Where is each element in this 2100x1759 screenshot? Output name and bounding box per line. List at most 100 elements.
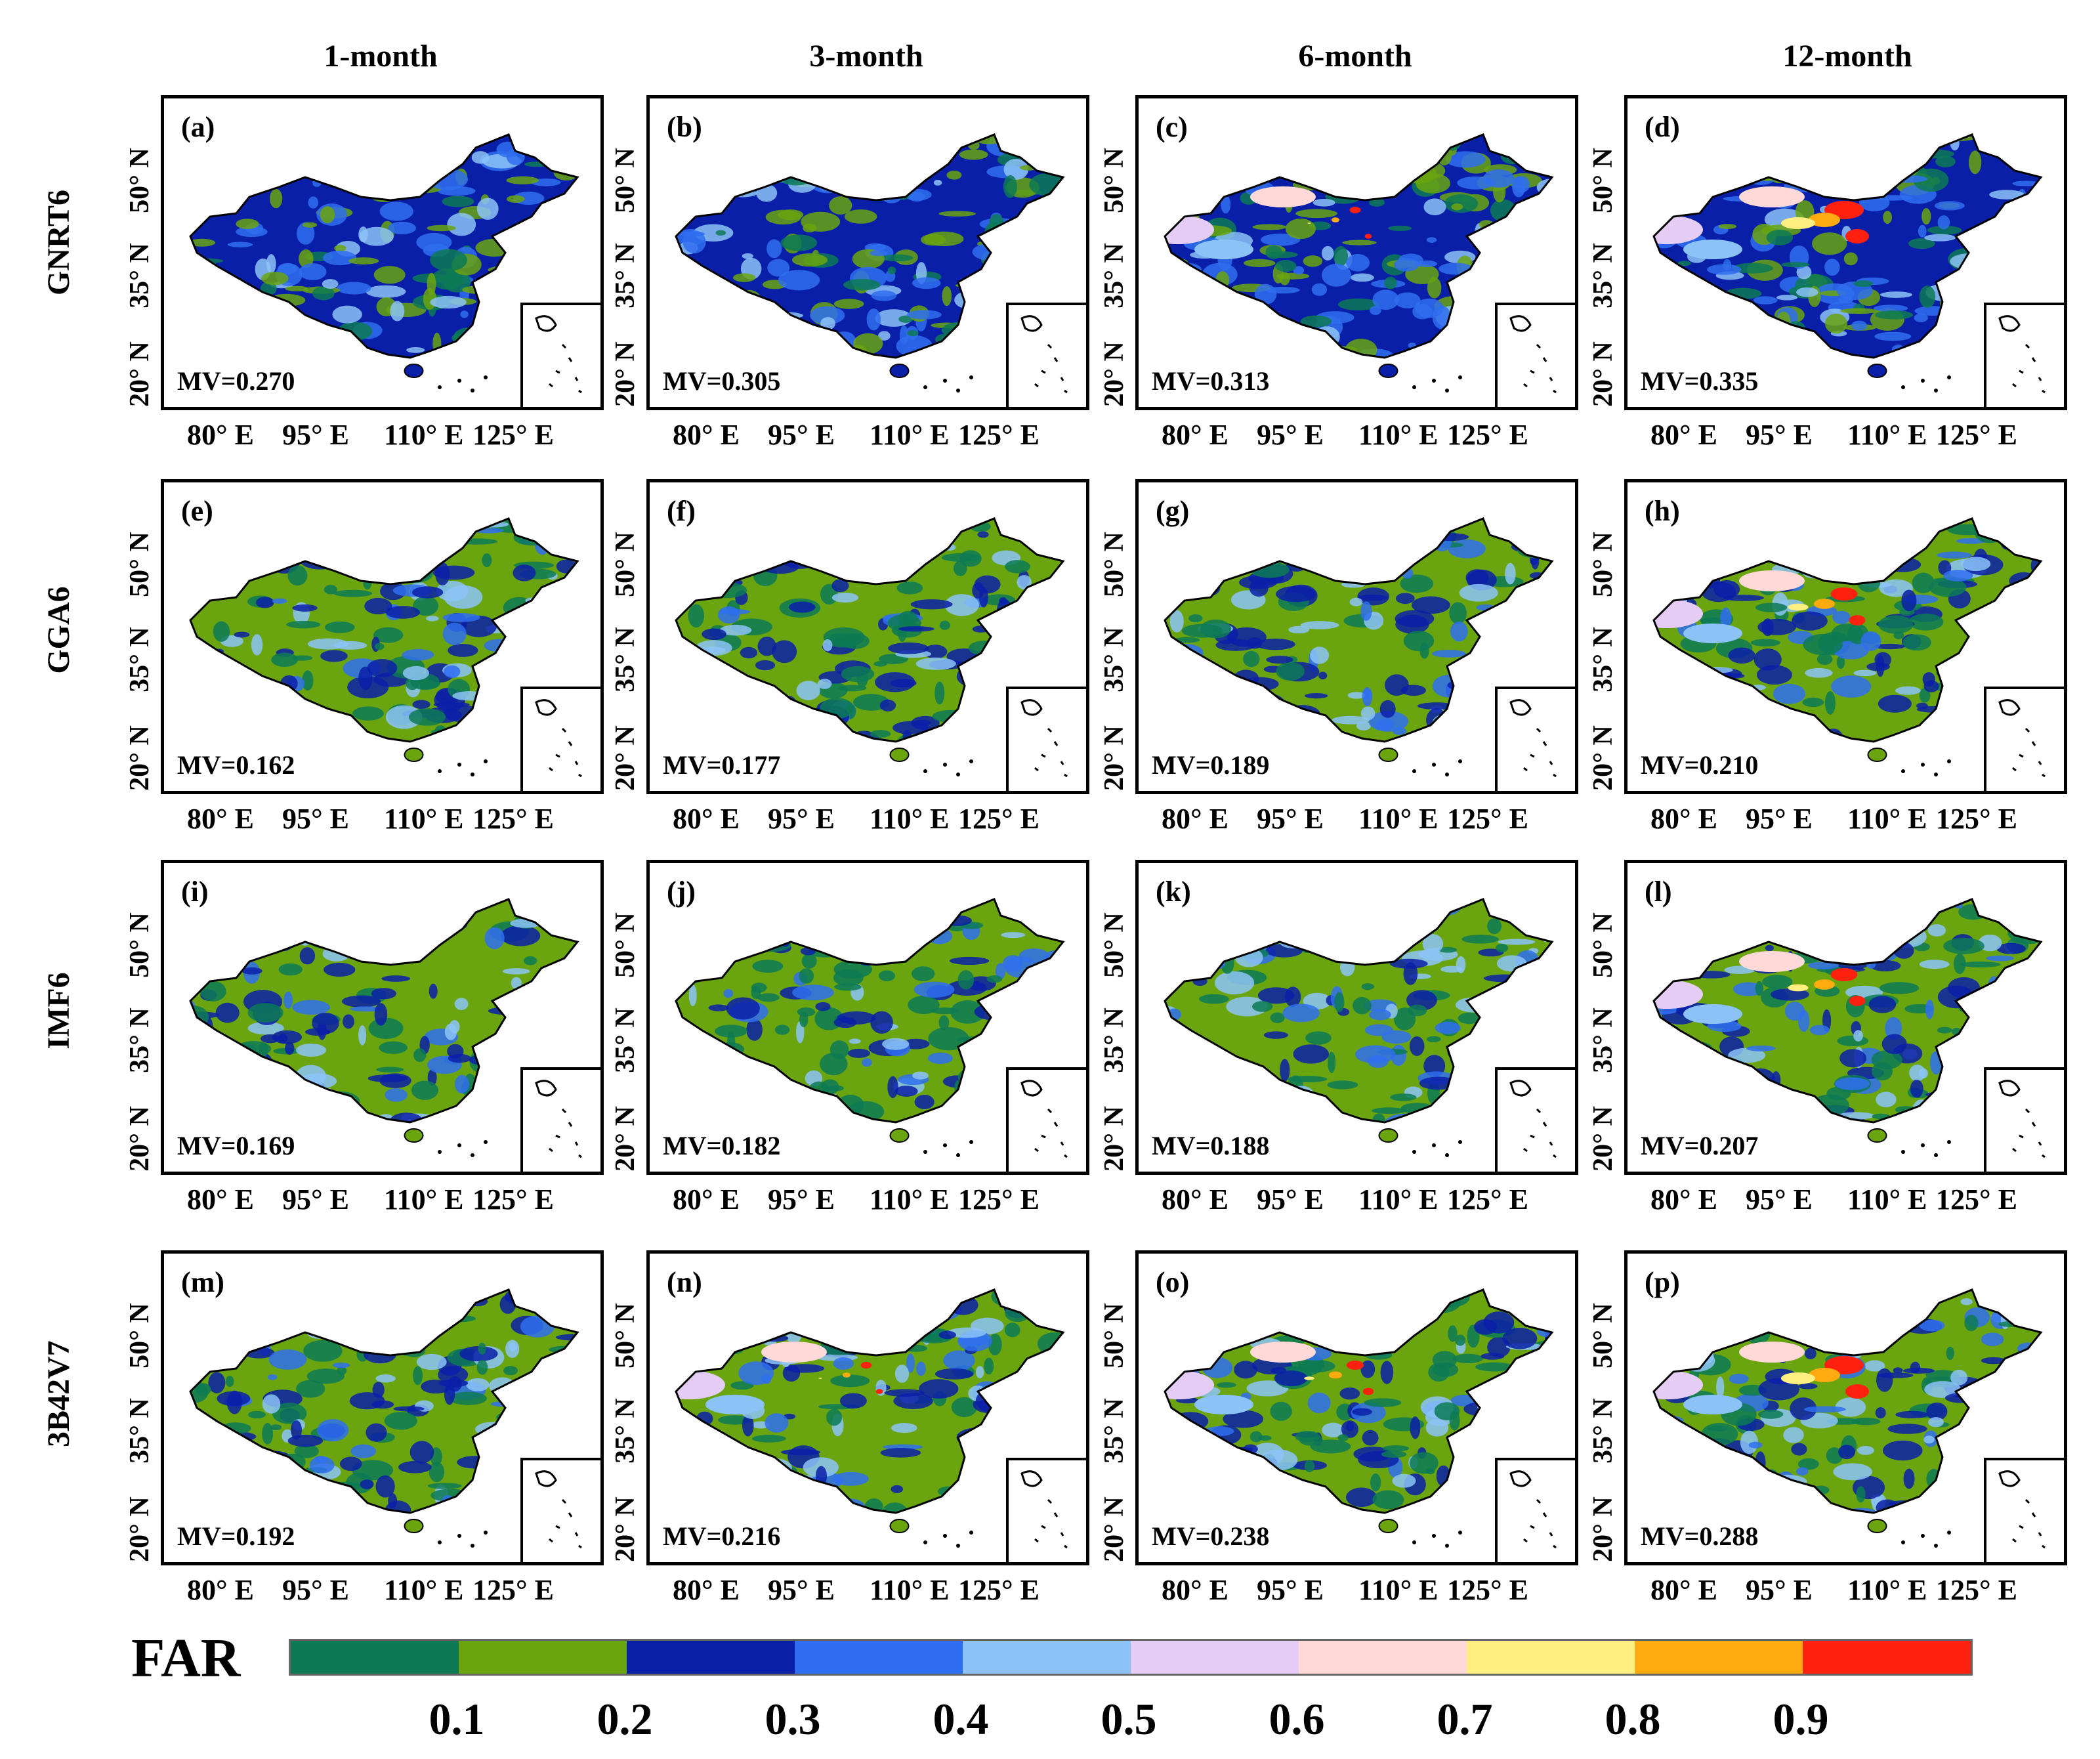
latitude-label: 50° N bbox=[610, 532, 640, 597]
longitude-label: 110° E bbox=[870, 803, 950, 835]
mean-value: MV=0.210 bbox=[1641, 750, 1759, 780]
map-panel: (b) MV=0.305 bbox=[646, 95, 1089, 410]
longitude-labels: 80° E 95° E 110° E 125° E bbox=[1162, 802, 1598, 836]
longitude-labels: 80° E 95° E 110° E 125° E bbox=[1162, 1183, 1598, 1217]
mean-value: MV=0.189 bbox=[1152, 750, 1270, 780]
latitude-label: 50° N bbox=[125, 1303, 155, 1368]
longitude-label: 80° E bbox=[1162, 1183, 1228, 1216]
far-map bbox=[1652, 517, 2043, 776]
south-china-sea-inset bbox=[1984, 687, 2064, 791]
longitude-label: 125° E bbox=[472, 1574, 554, 1606]
latitude-label: 50° N bbox=[1588, 1303, 1618, 1368]
far-map bbox=[1652, 1288, 2043, 1548]
mean-value: MV=0.169 bbox=[177, 1131, 295, 1160]
longitude-label: 80° E bbox=[1650, 803, 1717, 835]
longitude-label: 110° E bbox=[1847, 1183, 1927, 1216]
longitude-label: 95° E bbox=[768, 1574, 835, 1606]
longitude-label: 80° E bbox=[673, 1574, 740, 1606]
mean-value: MV=0.270 bbox=[177, 366, 295, 396]
longitude-label: 80° E bbox=[673, 1183, 740, 1216]
row-title-gga6: GGA6 bbox=[41, 586, 76, 674]
latitude-label: 50° N bbox=[1099, 148, 1129, 213]
far-map bbox=[1652, 133, 2043, 392]
panel-label: (l) bbox=[1645, 876, 1672, 908]
latitude-label: 50° N bbox=[1588, 912, 1618, 978]
longitude-label: 80° E bbox=[187, 419, 254, 451]
longitude-label: 125° E bbox=[958, 1574, 1040, 1606]
panel-label: (k) bbox=[1156, 876, 1191, 908]
longitude-label: 110° E bbox=[384, 1183, 464, 1216]
longitude-label: 110° E bbox=[1847, 419, 1927, 451]
longitude-labels: 80° E 95° E 110° E 125° E bbox=[1650, 418, 2087, 452]
south-china-sea-inset bbox=[520, 1458, 600, 1562]
map-panel: (c) MV=0.313 bbox=[1135, 95, 1578, 410]
mean-value: MV=0.288 bbox=[1641, 1521, 1759, 1551]
panel-label: (c) bbox=[1156, 111, 1188, 143]
map-panel: (e) MV=0.162 bbox=[161, 479, 604, 794]
far-map bbox=[189, 1288, 579, 1548]
column-title-12-month: 12-month bbox=[1782, 39, 1912, 74]
latitude-label: 50° N bbox=[1099, 1303, 1129, 1368]
latitude-label: 50° N bbox=[125, 912, 155, 978]
south-china-sea-inset bbox=[1006, 1067, 1086, 1172]
longitude-label: 95° E bbox=[282, 1183, 349, 1216]
row-title-imf6: IMF6 bbox=[41, 972, 76, 1049]
longitude-label: 110° E bbox=[384, 1574, 464, 1606]
map-panel: (h) MV=0.210 bbox=[1624, 479, 2067, 794]
panel-label: (i) bbox=[181, 876, 209, 908]
longitude-label: 125° E bbox=[472, 803, 554, 835]
south-china-sea-inset bbox=[1495, 1067, 1575, 1172]
colorbar-segment bbox=[1299, 1641, 1467, 1674]
latitude-label: 50° N bbox=[610, 1303, 640, 1368]
colorbar-tick-label: 0.1 bbox=[429, 1694, 485, 1744]
longitude-label: 110° E bbox=[1358, 1574, 1438, 1606]
colorbar-segment bbox=[963, 1641, 1131, 1674]
panel-label: (a) bbox=[181, 111, 215, 143]
colorbar-tick-label: 0.8 bbox=[1605, 1694, 1661, 1744]
latitude-label: 50° N bbox=[1099, 532, 1129, 597]
row-title-gnrt6: GNRT6 bbox=[41, 190, 76, 295]
longitude-labels: 80° E 95° E 110° E 125° E bbox=[673, 802, 1109, 836]
colorbar-segment bbox=[1635, 1641, 1803, 1674]
longitude-labels: 80° E 95° E 110° E 125° E bbox=[187, 1573, 623, 1607]
longitude-labels: 80° E 95° E 110° E 125° E bbox=[187, 802, 623, 836]
longitude-label: 125° E bbox=[1936, 1183, 2017, 1216]
colorbar-segment bbox=[291, 1641, 459, 1674]
longitude-label: 80° E bbox=[1650, 1183, 1717, 1216]
south-china-sea-inset bbox=[1495, 687, 1575, 791]
far-map bbox=[675, 517, 1065, 776]
mean-value: MV=0.188 bbox=[1152, 1131, 1270, 1160]
longitude-label: 110° E bbox=[1358, 419, 1438, 451]
longitude-label: 80° E bbox=[673, 803, 740, 835]
latitude-label: 50° N bbox=[125, 148, 155, 213]
column-title-1-month: 1-month bbox=[324, 39, 438, 74]
far-map bbox=[675, 1288, 1065, 1548]
map-panel: (m) MV=0.192 bbox=[161, 1250, 604, 1565]
far-map bbox=[1164, 1288, 1554, 1548]
south-china-sea-inset bbox=[520, 303, 600, 407]
longitude-label: 80° E bbox=[673, 419, 740, 451]
longitude-label: 125° E bbox=[1936, 1574, 2017, 1606]
longitude-label: 95° E bbox=[1746, 1574, 1813, 1606]
longitude-label: 125° E bbox=[472, 1183, 554, 1216]
longitude-label: 95° E bbox=[1746, 803, 1813, 835]
map-panel: (i) MV=0.169 bbox=[161, 860, 604, 1175]
longitude-labels: 80° E 95° E 110° E 125° E bbox=[187, 1183, 623, 1217]
latitude-label: 50° N bbox=[610, 912, 640, 978]
longitude-label: 110° E bbox=[1847, 1574, 1927, 1606]
longitude-labels: 80° E 95° E 110° E 125° E bbox=[1650, 802, 2087, 836]
panel-label: (p) bbox=[1645, 1266, 1680, 1298]
colorbar-tick-label: 0.4 bbox=[933, 1694, 989, 1744]
colorbar-segment bbox=[1131, 1641, 1299, 1674]
longitude-labels: 80° E 95° E 110° E 125° E bbox=[1650, 1573, 2087, 1607]
longitude-label: 110° E bbox=[384, 803, 464, 835]
panel-label: (h) bbox=[1645, 495, 1680, 527]
longitude-label: 125° E bbox=[472, 419, 554, 451]
longitude-label: 80° E bbox=[1162, 1574, 1228, 1606]
latitude-label: 50° N bbox=[1588, 532, 1618, 597]
colorbar-tick-label: 0.9 bbox=[1773, 1694, 1829, 1744]
colorbar-tick-label: 0.5 bbox=[1101, 1694, 1157, 1744]
longitude-label: 110° E bbox=[1358, 803, 1438, 835]
colorbar bbox=[289, 1639, 1973, 1676]
mean-value: MV=0.192 bbox=[177, 1521, 295, 1551]
